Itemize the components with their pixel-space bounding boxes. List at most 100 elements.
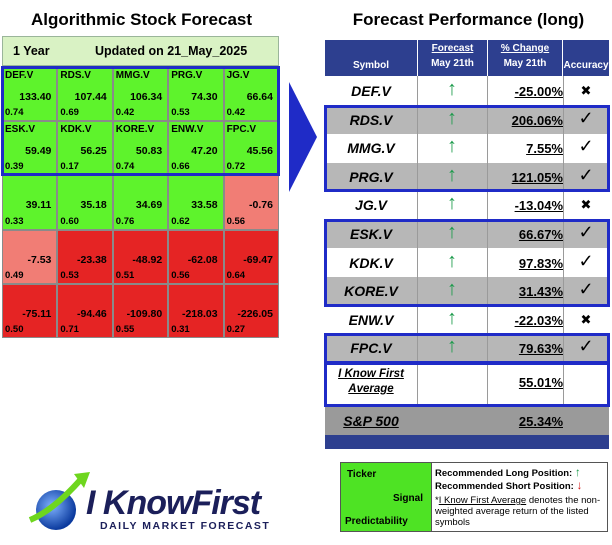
cell-signal: -226.05 [237,307,273,320]
heatmap-cell: ESK.V 59.49 0.39 [2,121,58,176]
row-change: 206.06% [511,112,563,128]
cell-signal: 47.20 [191,145,218,158]
row-symbol: KDK.V [349,254,393,271]
cell-predictability: 0.56 [171,269,190,281]
cell-signal: 35.18 [80,199,107,212]
heatmap-cell: FPC.V 45.56 0.72 [223,121,279,176]
right-chevron-arrow-icon [287,82,319,197]
up-arrow-icon: ↑ [447,278,457,301]
cell-signal: -23.38 [77,253,107,266]
cell-predictability: 0.53 [171,107,190,119]
row-change: 31.43% [518,284,563,300]
cell-ticker: KDK.V [60,124,92,136]
company-logo: I KnowFirst DAILY MARKET FORECAST [24,470,284,534]
cell-signal: 33.58 [191,199,218,212]
row-symbol: DEF.V [351,83,391,99]
cell-predictability: 0.62 [171,215,190,227]
average-change: 55.01% [518,375,563,390]
legend-swatch: Ticker Signal Predictability [341,463,432,531]
average-label: I Know First Average [338,368,404,395]
cell-predictability: 0.74 [115,161,135,173]
row-symbol: PRG.V [349,168,393,185]
heatmap-cell: DEF.V 133.40 0.74 [2,67,58,122]
cell-predictability: 0.17 [60,161,79,173]
check-icon: ✓ [578,222,594,242]
cell-signal: -7.53 [27,253,52,266]
table-row: MMG.V ↑ 7.55% ✓ [325,134,609,163]
cell-signal: 106.34 [130,91,163,103]
cross-icon: ✖ [580,197,592,213]
cell-predictability: 0.56 [226,215,246,227]
heatmap-cell: ENW.V 47.20 0.66 [168,121,224,176]
cell-signal: -218.03 [181,307,218,320]
row-change: 66.67% [518,227,563,242]
row-symbol: FPC.V [350,340,392,357]
heatmap-cell: -218.03 0.31 [168,283,224,338]
down-arrow-icon: ↓ [576,478,583,492]
legend-predictability: Predictability [345,516,408,527]
row-change: -25.00% [514,84,563,99]
cell-signal: -48.92 [132,253,163,266]
up-arrow-icon: ↑ [574,465,581,479]
cell-predictability: 0.50 [5,323,24,335]
col-header-forecast: Forecast May 21th [418,40,487,76]
heatmap-cell: -109.80 0.55 [112,283,169,338]
heatmap-grid: DEF.V 133.40 0.74 RDS.V 107.44 0.69 MMG.V 106.3… [1,66,280,338]
up-arrow-icon: ↑ [447,221,457,243]
cell-predictability: 0.39 [5,161,24,173]
cell-ticker: FPC.V [226,124,257,136]
heatmap-cell: JG.V 66.64 0.42 [223,67,279,122]
legend-short: Recommended Short Position: [435,481,574,492]
up-arrow-icon: ↑ [447,306,457,329]
cell-predictability: 0.72 [226,161,246,173]
up-arrow-icon: ↑ [447,78,457,100]
table-row: FPC.V ↑ 79.63% ✓ [325,334,609,363]
table-row: KORE.V ↑ 31.43% ✓ [325,277,609,306]
cell-predictability: 0.53 [60,269,79,281]
average-row: I Know First Average 55.01% [325,363,609,405]
col-header-change: % Change May 21th [488,40,562,76]
left-panel-header: 1 Year Updated on 21_May_2025 [2,36,279,66]
cell-ticker: PRG.V [171,70,203,81]
heatmap-cell: -94.46 0.71 [57,283,113,338]
cell-ticker: DEF.V [5,70,34,81]
brand-tagline: DAILY MARKET FORECAST [100,520,271,532]
table-row: ESK.V ↑ 66.67% ✓ [325,220,609,248]
right-panel-title: Forecast Performance (long) [352,10,585,29]
check-icon: ✓ [578,136,594,157]
check-icon: ✓ [578,250,594,271]
table-row: ENW.V ↑ -22.03% ✖ [325,305,609,334]
row-symbol: MMG.V [347,140,395,157]
cell-signal: 45.56 [246,145,273,158]
row-change: -22.03% [514,312,563,328]
cell-predictability: 0.64 [226,269,246,281]
cell-ticker: KORE.V [115,124,155,136]
cell-signal: -62.08 [187,253,218,266]
cell-ticker: ESK.V [5,124,36,136]
row-change: -13.04% [514,198,563,214]
column-divider [417,76,418,407]
sp500-row: S&P 500 25.34% [325,407,609,435]
check-icon: ✓ [578,107,594,128]
cell-signal: 133.40 [19,91,52,103]
table-row: RDS.V ↑ 206.06% ✓ [325,105,609,134]
heatmap-cell: -7.53 0.49 [2,229,58,284]
heatmap-cell: -75.11 0.50 [2,283,58,338]
cell-signal: 34.69 [135,199,163,212]
legend-note: *I Know First Average denotes the non-we… [435,495,601,528]
legend-signal: Signal [392,493,423,504]
cell-predictability: 0.27 [226,323,246,335]
row-change: 97.83% [518,255,563,271]
heatmap-cell: 33.58 0.62 [168,175,224,230]
cell-ticker: JG.V [226,70,250,81]
cell-signal: 107.44 [74,91,107,103]
heatmap-cell: KDK.V 56.25 0.17 [57,121,113,176]
heatmap-cell: PRG.V 74.30 0.53 [168,67,224,122]
cell-predictability: 0.74 [5,107,24,119]
up-arrow-icon: ↑ [447,192,457,215]
legend-long: Recommended Long Position: [435,468,573,479]
cross-icon: ✖ [580,83,592,98]
cell-signal: -94.46 [77,307,107,320]
cell-signal: -75.11 [22,307,52,320]
check-icon: ✓ [578,279,594,300]
